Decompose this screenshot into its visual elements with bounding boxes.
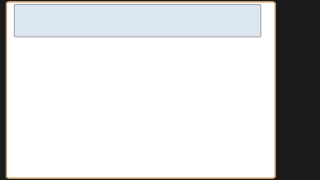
Text: 32: 32 bbox=[123, 87, 132, 93]
Text: γ: γ bbox=[115, 90, 120, 100]
Text: Polynucleotide Kinase (PNK): Polynucleotide Kinase (PNK) bbox=[32, 148, 246, 161]
Text: 5’PO: 5’PO bbox=[42, 15, 81, 30]
Text: P ) ATP: P ) ATP bbox=[133, 90, 172, 100]
Text: gamma phosphate (: gamma phosphate ( bbox=[37, 90, 136, 100]
Text: 4: 4 bbox=[69, 122, 74, 127]
Text: 5’ PO: 5’ PO bbox=[37, 119, 66, 129]
Text: replaced with radioactive terminal: replaced with radioactive terminal bbox=[37, 72, 205, 82]
Text: Alkaline Phosphatase,: Alkaline Phosphatase, bbox=[118, 119, 225, 129]
Text: •: • bbox=[19, 54, 26, 64]
Text: groups of DNA fragments: groups of DNA fragments bbox=[78, 54, 209, 64]
Text: 4: 4 bbox=[91, 21, 98, 31]
Text: •: • bbox=[19, 119, 26, 129]
Text: End Labeling: End Labeling bbox=[98, 15, 210, 30]
Text: 5’PO: 5’PO bbox=[37, 54, 63, 64]
Text: labeling:: labeling: bbox=[73, 119, 121, 129]
Text: 4: 4 bbox=[72, 57, 77, 63]
